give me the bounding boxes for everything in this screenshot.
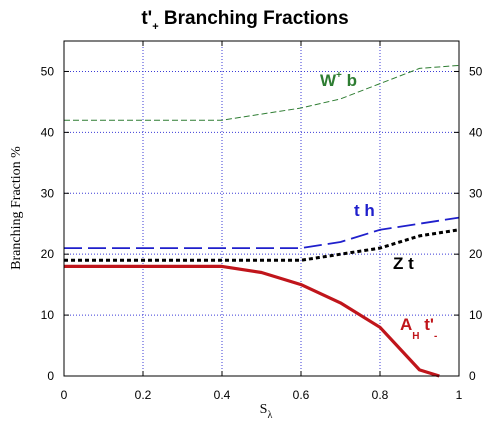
y-tick-label: 0 [47, 369, 54, 383]
series-line-3 [64, 264, 440, 378]
x-axis-label-main: S [260, 402, 268, 417]
series-label-wb-sup: + [336, 70, 342, 81]
y-axis-label: Branching Fraction % [9, 146, 24, 270]
series-group [64, 64, 460, 378]
y-tick-label: 30 [41, 186, 55, 200]
series-label-wb-main: W [320, 71, 337, 90]
y-tick-label-right: 40 [469, 125, 483, 139]
x-tick-label: 0.4 [214, 388, 231, 402]
chart-title-rest: Branching Fractions [159, 8, 349, 29]
series-label-zt: Z t [393, 254, 414, 273]
x-tick-label: 0.8 [372, 388, 389, 402]
chart-title: t'+ Branching Fractions [141, 8, 348, 33]
plot-frame [63, 40, 460, 377]
series-label-wb: W+ b [320, 70, 357, 90]
y-tick-label: 40 [41, 125, 55, 139]
y-tick-label-right: 20 [469, 247, 483, 261]
series-label-aht-main: A [400, 315, 412, 334]
y-tick-label-right: 30 [469, 186, 483, 200]
x-axis-label-subscript: λ [267, 410, 272, 421]
x-tick-label: 0 [61, 388, 68, 402]
x-tick-label: 1 [456, 388, 463, 402]
x-tick-label: 0.2 [135, 388, 152, 402]
chart-title-subscript: + [152, 21, 158, 33]
x-axis-label: Sλ [260, 402, 273, 421]
series-line-0 [64, 64, 460, 121]
series-label-aht-sub: H [412, 331, 419, 342]
series-label-aht: AH t'- [400, 315, 437, 342]
y-tick-label-right: 0 [469, 369, 476, 383]
series-label-wb-rest: b [342, 71, 357, 90]
chart-title-main: t' [141, 8, 152, 29]
series-label-aht-sub2: - [434, 331, 437, 342]
series-label-th: t h [354, 201, 375, 220]
x-tick-label: 0.6 [293, 388, 310, 402]
y-tick-label-right: 10 [469, 308, 483, 322]
series-line-1 [64, 216, 460, 250]
grid [64, 41, 459, 376]
y-tick-label: 10 [41, 308, 55, 322]
y-tick-label: 20 [41, 247, 55, 261]
y-tick-label: 50 [41, 64, 55, 78]
series-line-2 [64, 228, 460, 262]
series-label-aht-rest: t' [420, 315, 434, 334]
y-tick-label-right: 50 [469, 64, 483, 78]
